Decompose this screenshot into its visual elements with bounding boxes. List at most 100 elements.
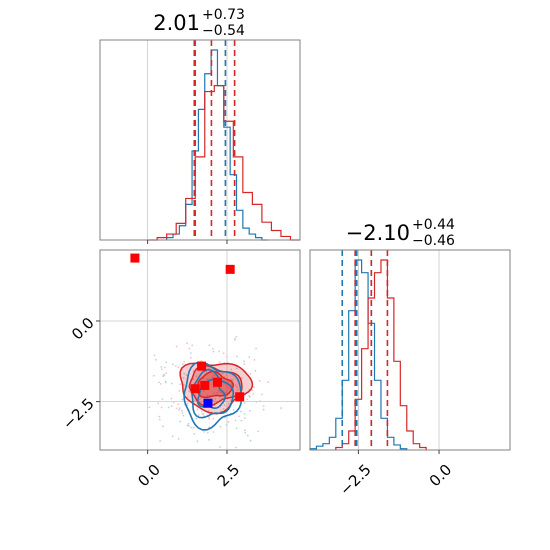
joint-sample-point: [214, 397, 217, 400]
joint-sample-point: [187, 385, 189, 388]
joint-marker-2: [197, 361, 207, 371]
joint-sample-point: [208, 367, 210, 370]
joint-sample-point: [251, 389, 254, 392]
right-histogram-histogram-series-1: [335, 259, 427, 450]
joint-sample-point: [212, 417, 215, 420]
joint-sample-point: [248, 356, 251, 358]
joint-sample-point: [177, 437, 180, 440]
joint-sample-point: [213, 392, 216, 395]
joint-sample-point: [160, 406, 163, 409]
joint-sample-point: [178, 389, 181, 392]
joint-marker-6: [235, 392, 245, 402]
top-histogram-title-value: 2.01: [153, 11, 200, 35]
joint-sample-point: [223, 404, 226, 407]
joint-sample-point: [177, 366, 180, 369]
joint-sample-point: [199, 400, 202, 403]
joint-sample-point: [253, 359, 256, 361]
right-histogram-frame: [309, 249, 511, 451]
joint-sample-point: [243, 360, 245, 363]
joint-sample-point: [206, 431, 209, 434]
joint-marker-3: [200, 380, 210, 390]
joint-sample-point: [170, 382, 173, 385]
joint-sample-point: [183, 360, 186, 363]
joint-sample-point: [257, 430, 259, 433]
joint-sample-point: [219, 446, 221, 448]
joint-sample-point: [192, 426, 195, 429]
right-histogram-title-minus: −0.46: [412, 233, 455, 249]
right-histogram-xtick-label-0: −2.5: [336, 461, 374, 499]
joint-sample-point: [187, 422, 190, 425]
joint-sample-point: [225, 424, 228, 426]
joint-sample-point: [189, 352, 192, 354]
joint-sample-point: [211, 347, 214, 350]
joint-sample-point: [213, 386, 216, 389]
joint-sample-point: [208, 417, 211, 420]
right-histogram-title: −2.10 +0.44−0.46: [346, 217, 455, 249]
top-histogram-frame: [99, 39, 301, 241]
joint-sample-point: [183, 372, 186, 375]
joint-xtick-label-1: 2.5: [214, 461, 244, 491]
joint-sample-point: [218, 391, 221, 393]
joint-sample-point: [226, 405, 228, 407]
joint-sample-point: [235, 446, 237, 449]
joint-sample-point: [165, 361, 168, 364]
joint-ytick-label-1: −2.5: [59, 395, 97, 433]
joint-sample-point: [221, 393, 224, 396]
joint-sample-point: [179, 407, 181, 410]
joint-sample-point: [189, 356, 192, 359]
joint-sample-point: [225, 374, 228, 376]
joint-sample-point: [225, 392, 227, 394]
joint-sample-point: [246, 434, 249, 437]
right-histogram-title-plus: +0.44: [412, 217, 455, 233]
joint-sample-point: [217, 389, 220, 392]
joint-sample-point: [258, 380, 261, 382]
joint-sample-point: [171, 435, 174, 438]
joint-sample-point: [221, 372, 224, 375]
joint-marker-5: [212, 377, 222, 387]
joint-sample-point: [207, 409, 210, 412]
joint-sample-point: [243, 412, 246, 415]
joint-sample-point: [179, 383, 182, 386]
joint-sample-point: [218, 350, 221, 353]
joint-xtick-label-0: 0.0: [134, 461, 164, 491]
joint-sample-point: [202, 390, 205, 393]
joint-sample-point: [243, 417, 246, 420]
joint-sample-point: [212, 431, 215, 433]
top-histogram-title-plus: +0.73: [202, 7, 245, 23]
joint-marker-7: [203, 398, 213, 408]
joint-sample-point: [267, 381, 270, 383]
joint-sample-point: [208, 344, 211, 347]
joint-frame: [99, 249, 301, 451]
joint-sample-point: [165, 372, 168, 375]
joint-sample-point: [222, 352, 225, 355]
joint-sample-point: [157, 402, 160, 405]
joint-sample-point: [246, 398, 249, 401]
joint-sample-point: [212, 350, 215, 353]
joint-sample-point: [164, 366, 166, 369]
joint-sample-point: [230, 368, 233, 371]
joint-blue-contour-0: [183, 361, 243, 431]
joint-ytick-label-0: 0.0: [68, 314, 98, 344]
joint-sample-point: [188, 347, 191, 350]
joint-sample-point: [179, 420, 182, 423]
top-histogram-title: 2.01 +0.73−0.54: [153, 7, 245, 39]
joint-sample-point: [228, 387, 231, 390]
joint-sample-point: [161, 398, 164, 401]
joint-sample-point: [202, 412, 205, 415]
joint-sample-point: [236, 355, 238, 358]
joint-sample-point: [162, 425, 164, 428]
joint-sample-point: [158, 415, 161, 418]
joint-sample-point: [178, 408, 180, 411]
joint-sample-point: [197, 414, 200, 417]
joint-sample-point: [243, 401, 246, 404]
joint-sample-point: [207, 438, 210, 441]
joint-sample-point: [162, 373, 165, 376]
joint-sample-point: [202, 415, 205, 417]
joint-sample-point: [259, 400, 261, 403]
joint-sample-point: [200, 410, 203, 413]
right-histogram-xtick-label-1: 0.0: [426, 461, 456, 491]
joint-sample-point: [185, 374, 188, 377]
joint-sample-point: [244, 429, 246, 432]
joint-sample-point: [235, 335, 238, 338]
